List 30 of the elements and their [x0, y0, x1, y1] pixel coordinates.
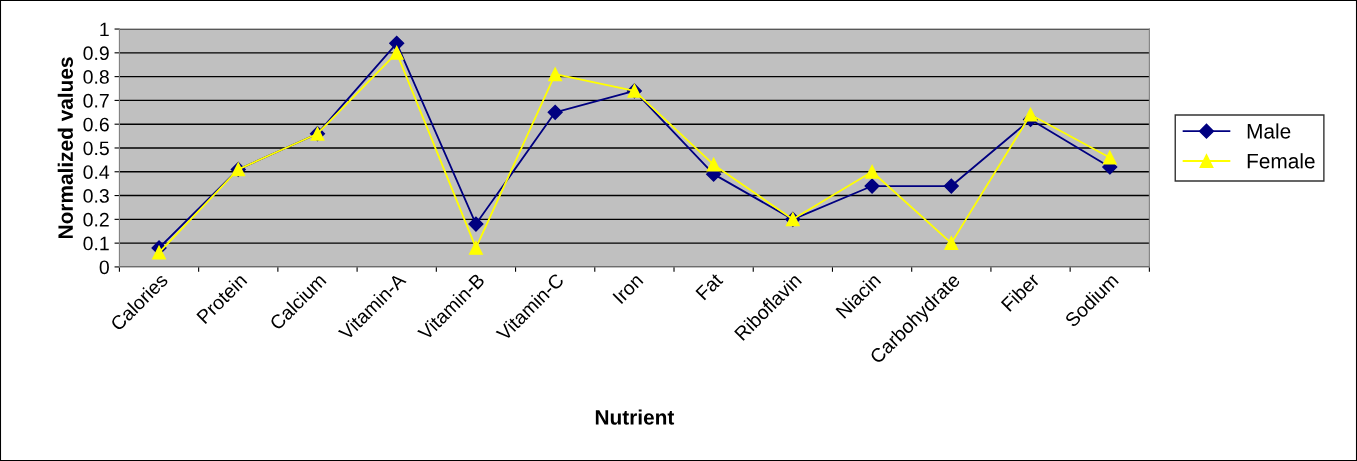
point — [468, 216, 484, 232]
x-tick-label: Fat — [695, 272, 724, 301]
y-tick-label: 1 — [100, 22, 109, 37]
y-tick-label: 0.2 — [83, 212, 109, 227]
point — [152, 245, 166, 260]
point — [865, 164, 880, 179]
y-tick-label: 0.4 — [83, 165, 110, 180]
y-tick-label: 0 — [99, 260, 109, 275]
point — [547, 104, 563, 120]
y-tick-label: 0.7 — [83, 93, 109, 108]
x-tick-label: Iron — [612, 273, 644, 305]
y-axis-title: Normalized values — [57, 57, 73, 239]
point — [864, 178, 880, 194]
x-axis-title: Nutrient — [595, 409, 675, 425]
legend-label: Male — [1247, 123, 1291, 139]
y-tick-label: 0.6 — [83, 117, 109, 132]
point — [706, 157, 721, 172]
point — [943, 178, 959, 194]
point — [1102, 150, 1117, 165]
legend-label: Female — [1247, 153, 1315, 169]
y-tick-label: 0.5 — [83, 141, 109, 156]
point — [389, 45, 404, 60]
y-tick-label: 0.3 — [83, 189, 109, 203]
y-tick-label: 0.9 — [83, 46, 109, 61]
point — [468, 240, 483, 255]
point — [1023, 107, 1038, 122]
point — [944, 236, 959, 251]
y-tick-label: 0.8 — [83, 70, 109, 84]
y-tick-label: 0.1 — [83, 236, 109, 251]
point — [548, 67, 563, 82]
